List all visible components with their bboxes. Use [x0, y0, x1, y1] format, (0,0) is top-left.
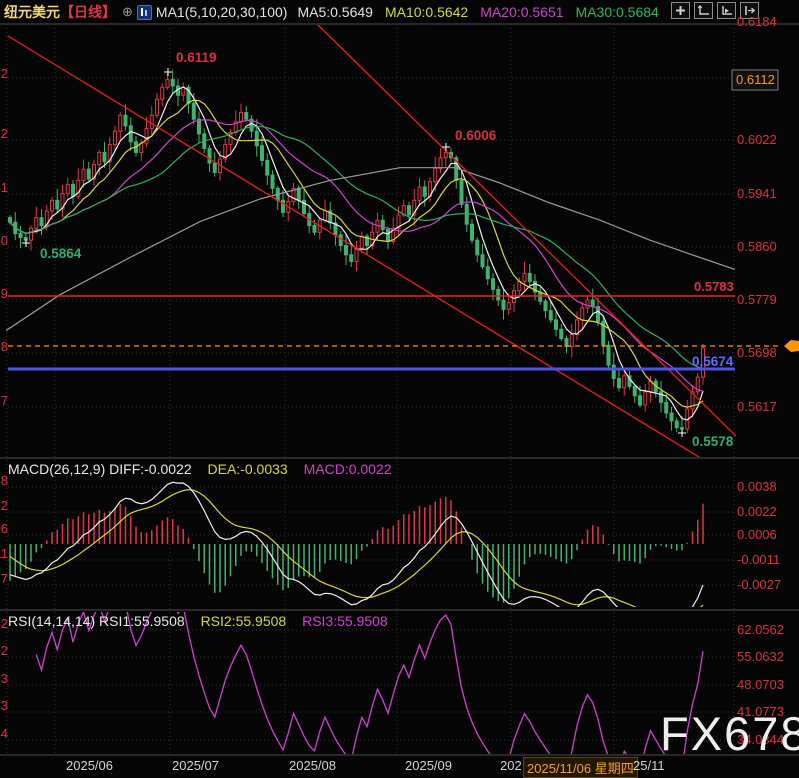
ma10-value: MA10:0.5642	[384, 4, 469, 20]
svg-text:0.0006: 0.0006	[0, 521, 8, 536]
timeframe-label[interactable]: 【日线】	[60, 4, 116, 20]
rsi2-value: RSI2:55.9508	[200, 613, 287, 629]
rsi3-value: RSI3:55.9508	[302, 613, 388, 629]
move-tool-icon[interactable]	[671, 2, 690, 19]
svg-text:0.6184: 0.6184	[737, 14, 777, 29]
x-axis-label: 2025/06	[66, 758, 113, 773]
x-axis-label: 2025/09	[405, 758, 452, 773]
macd-diff-value: MACD(26,12,9) DIFF:-0.0022	[8, 461, 192, 477]
svg-text:34.0844: 34.0844	[737, 732, 784, 747]
chart-toolbar	[671, 2, 759, 19]
svg-text:48.0703: 48.0703	[737, 677, 784, 692]
svg-text:0.0022: 0.0022	[737, 504, 777, 519]
svg-text:-0.0011: -0.0011	[0, 546, 8, 561]
svg-text:34.0844: 34.0844	[0, 726, 8, 741]
svg-text:-0.0027: -0.0027	[0, 571, 8, 586]
macd-header: MACD(26,12,9) DIFF:-0.0022 DEA:-0.0033 M…	[8, 461, 392, 477]
svg-text:55.0632: 55.0632	[737, 649, 784, 664]
exit-chart-icon[interactable]	[740, 2, 759, 19]
macd-dea-value: DEA:-0.0033	[207, 461, 288, 477]
ma20-value: MA20:0.5651	[480, 4, 564, 20]
svg-text:0.6022: 0.6022	[0, 126, 8, 141]
fx678-watermark: FX678	[660, 707, 799, 760]
svg-text:0.5864: 0.5864	[40, 246, 82, 261]
svg-text:55.0632: 55.0632	[0, 643, 8, 658]
x-axis-label: 2025/08	[289, 758, 336, 773]
svg-text:62.0562: 62.0562	[0, 616, 8, 631]
svg-text:0.5617: 0.5617	[0, 393, 8, 408]
svg-text:0.0038: 0.0038	[0, 473, 8, 488]
svg-text:0.5674: 0.5674	[692, 354, 734, 369]
svg-text:0.6006: 0.6006	[455, 128, 497, 143]
svg-text:0.5617: 0.5617	[737, 399, 777, 414]
svg-text:0.5779: 0.5779	[737, 292, 777, 307]
svg-text:-0.0011: -0.0011	[737, 552, 780, 567]
svg-text:0.0006: 0.0006	[737, 527, 777, 542]
svg-text:0.0022: 0.0022	[0, 498, 8, 513]
rsi1-value: RSI(14,14,14) RSI1:55.9508	[8, 613, 185, 629]
title-bar: 纽元美元 【日线】 ⊕ MA1(5,10,20,30,100) MA5:0.56…	[0, 0, 799, 24]
svg-text:0.6112: 0.6112	[0, 66, 8, 81]
candlestick-style-icon[interactable]	[136, 4, 152, 20]
svg-text:0.5698: 0.5698	[737, 345, 777, 360]
svg-text:0.6112: 0.6112	[736, 72, 775, 87]
svg-text:62.0562: 62.0562	[737, 622, 784, 637]
svg-text:0.5941: 0.5941	[737, 186, 777, 201]
ma-set-label: MA1(5,10,20,30,100)	[155, 4, 288, 20]
svg-text:0.6184: 0.6184	[0, 8, 8, 23]
svg-text:0.5783: 0.5783	[694, 279, 734, 294]
rsi-header: RSI(14,14,14) RSI1:55.9508 RSI2:55.9508 …	[8, 613, 388, 629]
svg-text:-0.0027: -0.0027	[737, 577, 781, 592]
symbol-name: 纽元美元	[4, 4, 60, 20]
svg-text:0.6022: 0.6022	[737, 132, 777, 147]
x-axis-label: 25/11	[633, 758, 665, 773]
svg-text:0.0038: 0.0038	[737, 479, 777, 494]
ma5-value: MA5:0.5649	[297, 4, 373, 20]
axis-forward-icon[interactable]	[717, 2, 736, 19]
x-axis-label: 2025/07	[172, 758, 219, 773]
svg-text:0.6119: 0.6119	[176, 50, 217, 65]
current-date-tooltip: 2025/11/06 星期四	[523, 757, 638, 778]
svg-text:41.0773: 41.0773	[0, 698, 8, 713]
svg-text:0.5779: 0.5779	[0, 286, 8, 301]
svg-text:0.5941: 0.5941	[0, 180, 8, 195]
svg-text:41.0773: 41.0773	[737, 704, 784, 719]
svg-text:48.0703: 48.0703	[0, 671, 8, 686]
macd-hist-value: MACD:0.0022	[303, 461, 392, 477]
time-axis: 2025/11/06 星期四 2025/06 2025/07 2025/08 2025…	[0, 756, 799, 778]
svg-text:0.5860: 0.5860	[737, 239, 777, 254]
axis-range-icon[interactable]	[694, 2, 713, 19]
x-axis-label: 202	[500, 758, 522, 773]
svg-text:0.5698: 0.5698	[0, 339, 8, 354]
svg-text:0.5860: 0.5860	[0, 233, 8, 248]
ma30-value: MA30:0.5684	[575, 4, 659, 20]
svg-text:0.5578: 0.5578	[692, 434, 734, 449]
add-indicator-icon[interactable]: ⊕	[122, 4, 133, 19]
